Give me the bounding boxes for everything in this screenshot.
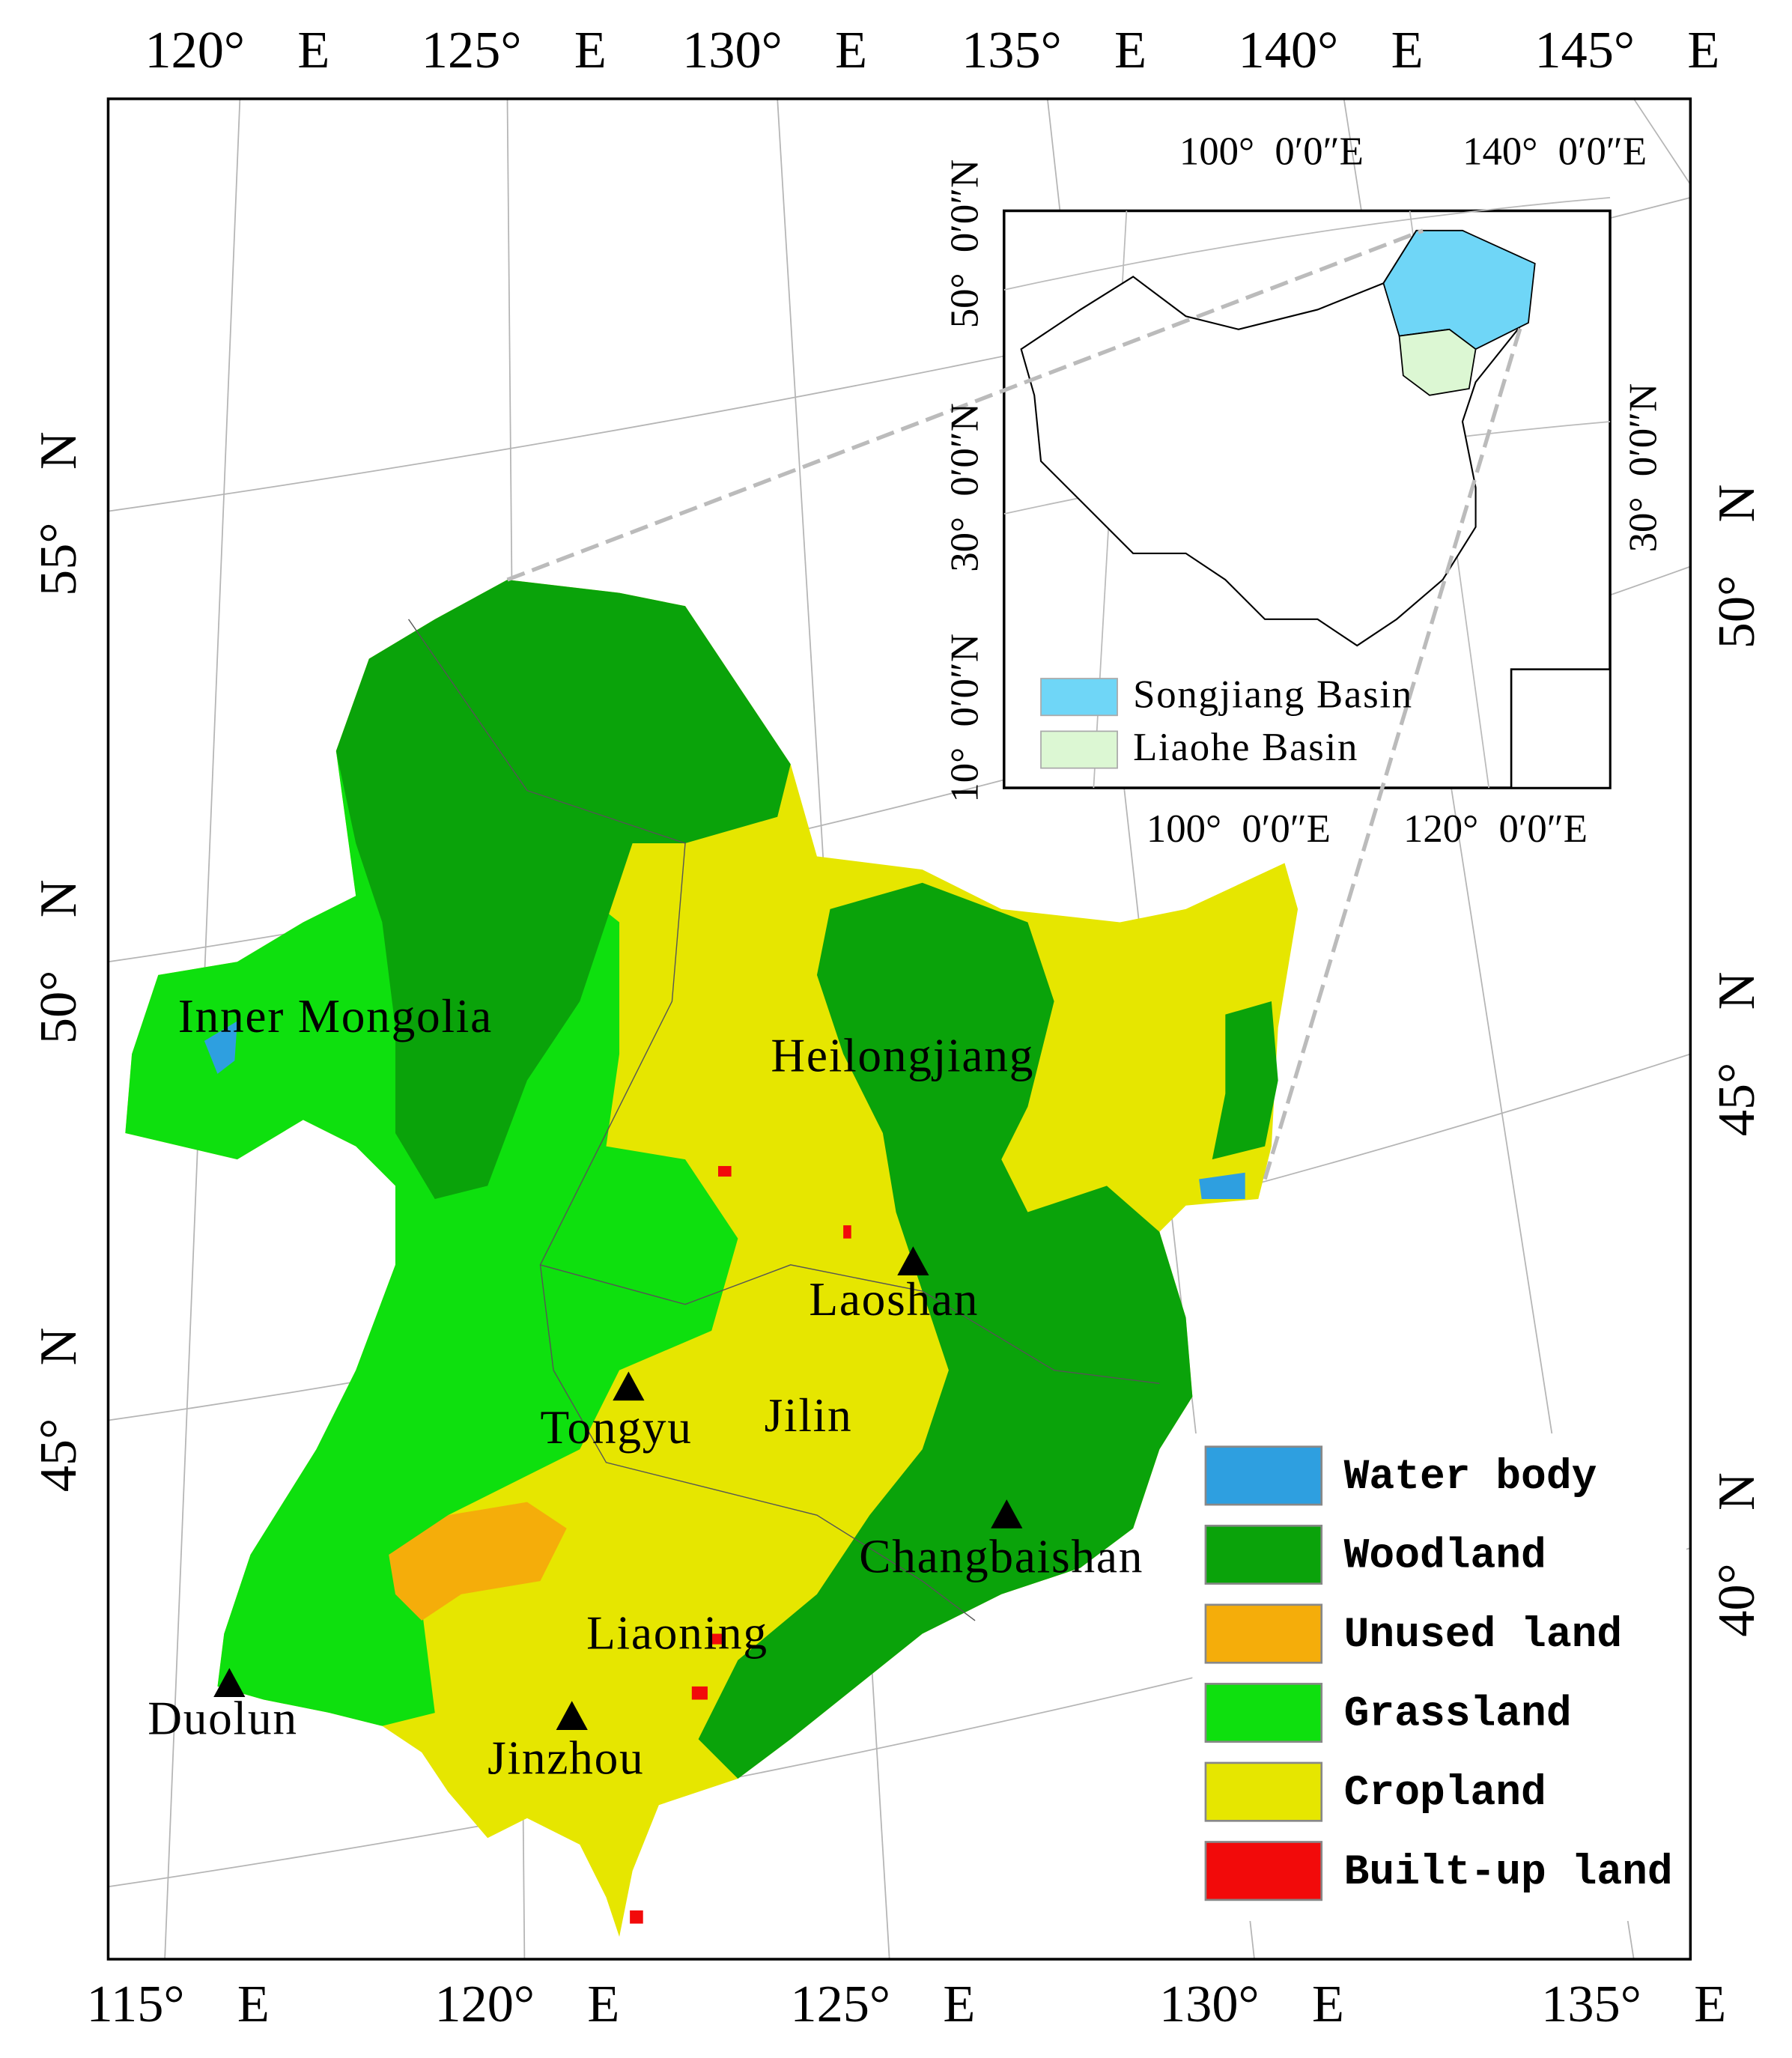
woodland-area (1212, 1001, 1278, 1160)
woodland-area (698, 882, 1193, 1779)
station-label: Changbaishan (859, 1530, 1143, 1582)
inset-legend-label: Liaohe Basin (1133, 726, 1358, 769)
legend-swatch (1204, 1445, 1323, 1506)
water-area (1199, 1172, 1245, 1199)
top-axis-label: 140° E (1239, 21, 1424, 79)
graticule-line (1632, 98, 1692, 185)
inset-legend-swatch (1040, 730, 1118, 769)
legend-swatch (1204, 1761, 1323, 1822)
legend-label: Built-up land (1344, 1848, 1673, 1896)
bottom-axis-label: 115° E (86, 1975, 269, 2033)
province-boundary (540, 1264, 1160, 1384)
left-axis-label: 45° N (29, 1328, 88, 1493)
inset-bottom-label: 120° 0′0″E (1403, 807, 1588, 851)
bottom-axis-label: 130° E (1159, 1975, 1344, 2033)
legend-label: Unused land (1344, 1611, 1623, 1659)
station-marker (991, 1499, 1023, 1529)
station-marker (613, 1371, 645, 1401)
built-up-patches (630, 1165, 851, 1924)
legend-swatch (1204, 1683, 1323, 1743)
woodland-area (335, 580, 791, 1199)
station-label: Tongyu (540, 1401, 692, 1454)
built-up-patch (717, 1165, 732, 1177)
right-axis-label: 45° N (1707, 972, 1766, 1137)
legend-background (1192, 1433, 1687, 1922)
legend-label: Woodland (1344, 1532, 1546, 1580)
inset-left-label: 30° 0′0″N (943, 403, 986, 572)
built-up-patch (843, 1225, 851, 1239)
station-marker (897, 1246, 929, 1275)
top-axis-label: 125° E (422, 21, 607, 79)
inset-bottom-label: 100° 0′0″E (1146, 807, 1331, 851)
legend-swatch (1204, 1603, 1323, 1664)
built-up-patch (691, 1686, 708, 1700)
unused-land-area (389, 1502, 567, 1621)
map-frame (106, 97, 1692, 1961)
bottom-axis-label: 125° E (790, 1975, 975, 2033)
legend-swatch (1204, 1524, 1323, 1585)
station-marker (556, 1701, 588, 1730)
zoom-line (506, 228, 1424, 582)
left-axis-label: 50° N (29, 879, 88, 1044)
built-up-patch (630, 1910, 643, 1924)
inset-legend-swatch (1040, 678, 1118, 717)
top-axis-label: 145° E (1534, 21, 1719, 79)
region-label: Jilin (765, 1389, 853, 1442)
inset-left-label: 50° 0′0″N (943, 160, 986, 329)
station-marker (213, 1668, 246, 1697)
inset-legend-label: Songjiang Basin (1133, 673, 1413, 717)
zoom-line (1263, 322, 1524, 1180)
region-label: Inner Mongolia (178, 990, 493, 1042)
inset-top-label: 100° 0′0″E (1179, 130, 1364, 174)
liaohe-basin (1398, 328, 1477, 396)
inset-left-label: 10° 0′0″N (943, 634, 986, 803)
top-axis-label: 130° E (682, 21, 867, 79)
bottom-axis-label: 135° E (1541, 1975, 1726, 2033)
inset-right-label: 30° 0′0″N (1621, 383, 1665, 553)
top-axis-label: 120° E (145, 21, 329, 79)
water-area (204, 1021, 237, 1074)
grassland-area (125, 750, 738, 1726)
province-boundaries (407, 619, 1160, 1621)
station-label: Duolun (148, 1693, 298, 1745)
graticule-line (1003, 197, 1611, 291)
inset-top-label: 140° 0′0″E (1463, 130, 1647, 174)
south-china-sea-inset (1510, 668, 1612, 789)
region-label: Liaoning (586, 1606, 768, 1659)
legend-label: Water body (1344, 1453, 1597, 1501)
station-label: Jinzhou (488, 1731, 644, 1784)
province-boundary (553, 1370, 976, 1621)
region-label: Heilongjiang (771, 1030, 1034, 1082)
bottom-axis-label: 120° E (434, 1975, 619, 2033)
zoom-lines (506, 228, 1524, 1180)
right-axis-label: 40° N (1707, 1472, 1766, 1637)
legend-label: Cropland (1344, 1769, 1546, 1817)
legend-swatch (1204, 1841, 1323, 1901)
right-axis-label: 50° N (1707, 485, 1766, 649)
top-axis-label: 135° E (962, 21, 1146, 79)
legend-label: Grassland (1344, 1690, 1572, 1738)
station-label: Laoshan (809, 1273, 979, 1326)
left-axis-label: 55° N (29, 431, 88, 596)
built-up-patch (711, 1633, 723, 1645)
